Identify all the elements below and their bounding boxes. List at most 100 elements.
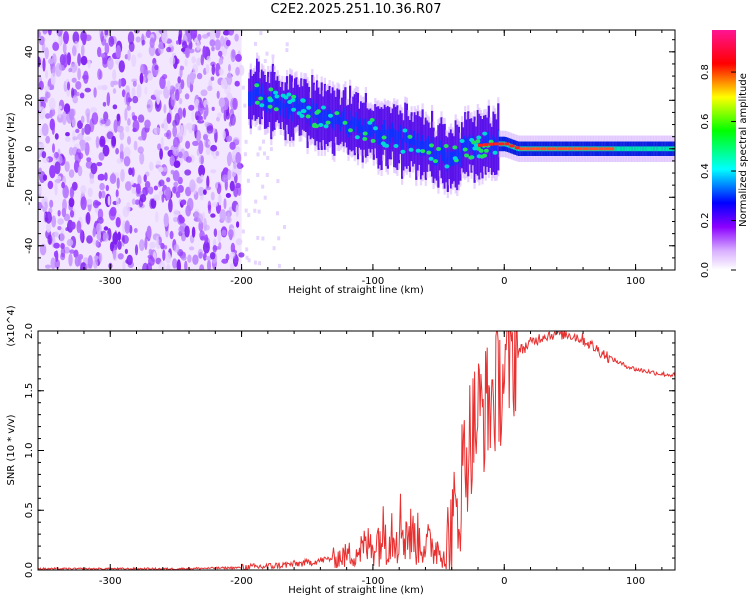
noise-blob (66, 52, 71, 66)
noise-blob (90, 107, 97, 113)
noise-blob (184, 93, 190, 100)
noise-blob (126, 254, 133, 266)
signal-speck (354, 135, 360, 140)
noise-blob (148, 256, 155, 267)
signal-peak (525, 147, 531, 151)
signal-core (424, 141, 427, 156)
x-tick-label: -300 (99, 276, 122, 287)
noise-blob (40, 96, 48, 103)
noise-blob (238, 252, 245, 258)
noise-blob (166, 129, 172, 140)
signal-core (555, 146, 558, 152)
noise-blob (161, 123, 165, 129)
spectrogram-x-ticks: -300 -200 -100 0 100 (57, 30, 663, 287)
noise-blob (119, 130, 125, 141)
noise-blob (211, 106, 215, 111)
signal-core (435, 151, 438, 166)
signal-core (429, 142, 432, 157)
noise-blob (185, 156, 192, 163)
signal-core (664, 146, 667, 152)
noise-blob (137, 174, 142, 185)
noise-blob (233, 160, 237, 170)
colorbar-gradient (712, 30, 736, 270)
noise-blob (58, 105, 62, 110)
signal-core (643, 146, 646, 152)
noise-blob (177, 76, 181, 84)
noise-blob (190, 72, 195, 85)
noise-blob (166, 177, 171, 183)
noise-blob (166, 80, 171, 91)
y-tick-label: 40 (24, 45, 35, 58)
spectrogram-y-ticks: -40 -20 0 20 40 (24, 39, 675, 271)
signal-core (311, 99, 314, 114)
noise-blob (77, 133, 84, 141)
noise-blob (54, 133, 59, 140)
noise-blob (173, 105, 178, 112)
signal-speck (268, 87, 274, 92)
noise-blob (122, 235, 129, 244)
x-tick-label: 100 (626, 276, 645, 287)
noise-blob (128, 41, 135, 52)
noise-blob (227, 151, 232, 165)
noise-blob (54, 151, 59, 159)
noise-blob (225, 111, 230, 120)
signal-core (397, 131, 401, 147)
noise-blob (59, 231, 66, 244)
noise-blob (234, 33, 239, 42)
noise-speck (243, 152, 247, 157)
noise-blob (101, 84, 108, 91)
noise-blob (74, 256, 81, 267)
signal-core (653, 146, 656, 152)
noise-speck (265, 173, 269, 177)
signal-peak (509, 144, 515, 148)
signal-core (292, 106, 295, 122)
noise-speck (272, 246, 276, 251)
signal-core (618, 146, 621, 152)
noise-blob (235, 152, 242, 164)
signal-speck (273, 90, 279, 95)
noise-speck (256, 235, 260, 240)
signal-core (497, 129, 500, 145)
noise-blob (82, 34, 87, 46)
noise-blob (49, 199, 54, 208)
signal-speck (267, 104, 273, 109)
noise-blob (137, 146, 144, 154)
noise-blob (101, 190, 106, 199)
noise-blob (60, 246, 66, 258)
noise-blob (228, 64, 231, 72)
signal-peak (593, 147, 599, 151)
noise-blob (72, 31, 80, 44)
signal-core (639, 146, 642, 152)
noise-blob (216, 90, 220, 99)
noise-blob (203, 217, 207, 232)
signal-core (286, 93, 289, 108)
noise-blob (106, 92, 111, 107)
noise-blob (192, 140, 199, 146)
noise-blob (96, 222, 102, 235)
signal-core (654, 146, 657, 152)
noise-blob (148, 186, 154, 195)
noise-blob (81, 44, 85, 57)
noise-blob (191, 110, 195, 122)
signal-speck (433, 159, 438, 164)
noise-speck (253, 208, 257, 213)
noise-blob (71, 77, 77, 83)
noise-blob (169, 85, 176, 93)
noise-blob (206, 125, 214, 134)
noise-blob (215, 182, 219, 189)
noise-speck (244, 139, 248, 144)
noise-blob (99, 182, 105, 191)
signal-speck (362, 136, 368, 141)
noise-blob (221, 229, 227, 236)
noise-blob (38, 56, 41, 68)
noise-blob (102, 101, 107, 107)
noise-blob (115, 147, 119, 155)
noise-blob (163, 117, 168, 131)
noise-blob (122, 260, 126, 270)
noise-blob (110, 206, 117, 217)
signal-peak (546, 147, 552, 151)
noise-blob (202, 45, 207, 58)
signal-speck (301, 109, 307, 114)
signal-speck (381, 135, 387, 140)
noise-blob (68, 68, 73, 73)
